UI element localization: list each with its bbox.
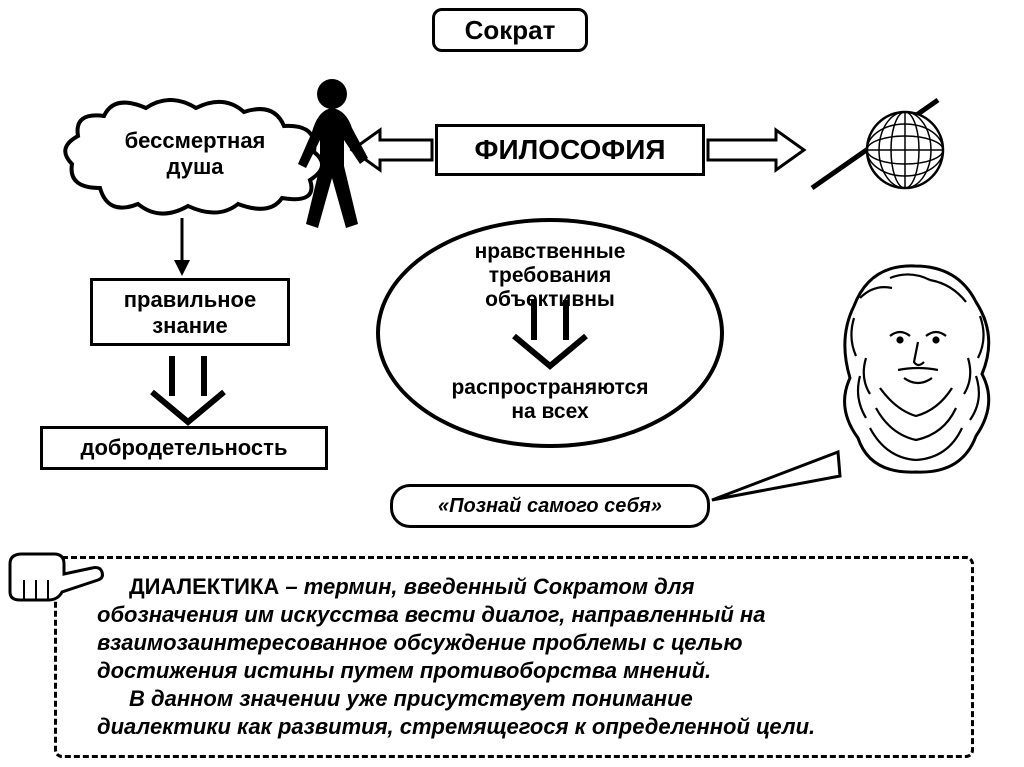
arrow-knowledge-virtue (152, 356, 224, 422)
def-l5: В данном значении уже присутствует поним… (129, 686, 693, 711)
title-box: Сократ (432, 8, 588, 52)
quote-box: «Познай самого себя» (390, 484, 710, 528)
def-l1: – термин, введенный Сократом для (279, 574, 694, 599)
definition-box: ДИАЛЕКТИКА – термин, введенный Сократом … (54, 556, 974, 758)
ethics-ellipse: нравственные требования объективны распр… (376, 218, 724, 448)
diagram-canvas: Сократ ФИЛОСОФИЯ бессмертная душа правил… (0, 0, 1024, 767)
virtue-text: добродетельность (81, 435, 288, 460)
philosophy-text: ФИЛОСОФИЯ (475, 134, 666, 165)
def-l2: обозначения им искусства вести диалог, н… (97, 601, 951, 629)
def-l6: диалектики как развития, стремящегося к … (97, 713, 951, 741)
socrates-portrait-icon (845, 266, 989, 472)
ellipse-l3: объективны (485, 288, 615, 312)
knowledge-line2: знание (93, 313, 287, 339)
arrow-soul-knowledge (174, 218, 190, 276)
knowledge-line1: правильное (93, 287, 287, 313)
ellipse-l1: нравственные (475, 240, 626, 264)
ellipse-l4: распространяются (451, 376, 648, 400)
philosophy-box: ФИЛОСОФИЯ (435, 124, 705, 176)
globe-icon (867, 112, 943, 188)
soul-line2: душа (60, 154, 330, 180)
ellipse-l5: на всех (511, 400, 588, 424)
def-l4: достижения истины путем противоборства м… (97, 657, 951, 685)
def-term: ДИАЛЕКТИКА (129, 574, 279, 599)
ellipse-l2: требования (489, 264, 611, 288)
soul-cloud: бессмертная душа (60, 98, 330, 218)
arrow-phil-left (352, 130, 432, 170)
slash-line (812, 100, 938, 188)
knowledge-box: правильное знание (90, 278, 290, 346)
speech-pointer (712, 452, 840, 500)
quote-text: «Познай самого себя» (438, 495, 662, 517)
virtue-box: добродетельность (40, 426, 328, 470)
soul-line1: бессмертная (60, 128, 330, 154)
title-text: Сократ (465, 15, 556, 45)
arrow-phil-right (708, 130, 804, 170)
def-l3: взаимозаинтересованное обсуждение пробле… (97, 629, 951, 657)
